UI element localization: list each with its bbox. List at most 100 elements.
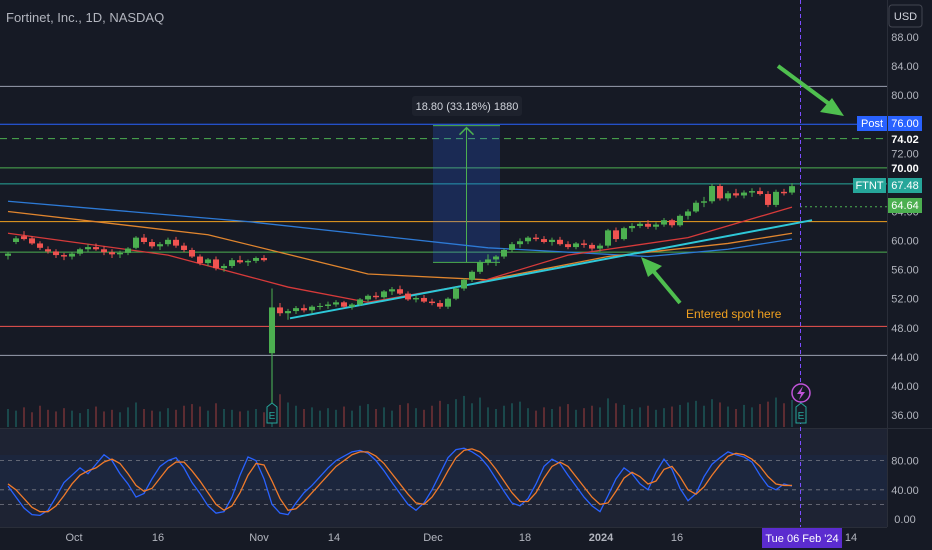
candle-body — [53, 251, 59, 256]
candle-body — [773, 191, 779, 205]
candles — [5, 183, 795, 419]
volume-bar — [535, 410, 537, 427]
price-tick-label: 36.00 — [891, 410, 919, 422]
measure-tool[interactable]: 18.80 (33.18%) 1880 — [412, 96, 522, 263]
candle-body — [413, 297, 419, 300]
volume-bar — [23, 407, 25, 427]
volume-bar — [335, 409, 337, 427]
volume-bar — [71, 410, 73, 427]
candle-body — [485, 259, 491, 263]
candle-body — [653, 224, 659, 227]
volume-bar — [295, 405, 297, 427]
volume-bar — [143, 409, 145, 427]
volume-bar — [727, 406, 729, 427]
volume-bar — [639, 407, 641, 427]
level-70-value: 70.00 — [891, 163, 919, 175]
volume-bar — [655, 409, 657, 427]
candle-body — [5, 253, 11, 256]
time-tick-label: 16 — [152, 532, 164, 544]
earnings-marker-nov[interactable]: E — [266, 402, 278, 424]
candle-body — [677, 215, 683, 226]
candle-body — [349, 304, 355, 307]
candle-body — [405, 293, 411, 300]
volume-bar — [607, 398, 609, 427]
volume-bar — [599, 407, 601, 427]
earnings-letter: E — [798, 411, 805, 422]
volume-bar — [719, 402, 721, 427]
volume-bar — [471, 403, 473, 427]
arrow-up-icon — [458, 126, 475, 136]
candle-body — [69, 253, 75, 257]
volume-bar — [615, 403, 617, 427]
candle-body — [637, 223, 643, 226]
volume-bar — [247, 410, 249, 427]
candle-body — [749, 191, 755, 193]
candle-body — [29, 238, 35, 244]
volume-bar — [759, 404, 761, 427]
oscillator-d-line — [7, 448, 792, 513]
candle-body — [141, 237, 147, 242]
oscillator-tick-label: 80.00 — [891, 456, 919, 468]
volume-bars — [7, 337, 793, 427]
volume-bar — [303, 409, 305, 427]
volume-bar — [663, 408, 665, 427]
candle-body — [117, 252, 123, 255]
symbol-title[interactable]: Fortinet, Inc., 1D, NASDAQ — [6, 10, 164, 25]
candle-body — [549, 239, 555, 242]
candle-body — [701, 201, 707, 203]
post-tag-label: Post — [861, 118, 883, 130]
post-price-value: 76.00 — [891, 118, 919, 130]
candle-body — [709, 186, 715, 202]
level-74-value: 74.02 — [891, 134, 919, 146]
candle-body — [789, 186, 795, 193]
oscillator-axis[interactable]: 80.00 40.00 0.00 — [891, 456, 919, 526]
volume-bar — [375, 409, 377, 427]
candle-body — [429, 301, 435, 304]
candle-body — [173, 239, 179, 246]
currency-button[interactable]: USD — [888, 4, 923, 28]
candle-body — [469, 271, 475, 280]
volume-bar — [287, 402, 289, 427]
volume-bar — [775, 397, 777, 427]
volume-bar — [55, 411, 57, 427]
volume-bar — [591, 405, 593, 427]
volume-bar — [239, 411, 241, 427]
candle-body — [693, 202, 699, 212]
volume-bar — [407, 403, 409, 427]
candle-body — [757, 191, 763, 195]
candle-body — [277, 307, 283, 314]
level-64-tag: 64.64 — [888, 198, 922, 213]
candle-body — [197, 256, 203, 264]
candle-body — [501, 249, 507, 257]
candle-body — [581, 243, 587, 245]
time-tick-label: 18 — [519, 532, 531, 544]
volume-bar — [263, 412, 265, 427]
earnings-marker-feb[interactable]: E — [795, 402, 807, 424]
trendline-line[interactable] — [289, 219, 813, 320]
candle-body — [261, 257, 267, 261]
candle-body — [541, 239, 547, 242]
candle-body — [157, 244, 163, 247]
price-tick-label: 48.00 — [891, 323, 919, 335]
arrow-icon — [641, 257, 682, 305]
lightning-icon[interactable] — [791, 383, 811, 403]
volume-bar — [439, 400, 441, 427]
candle-body — [477, 262, 483, 272]
time-axis[interactable]: Oct 16 Nov 14 Dec 18 2024 16 14 — [65, 532, 857, 544]
volume-bar — [503, 405, 505, 427]
candle-body — [365, 295, 371, 300]
candle-body — [309, 306, 315, 311]
trendline[interactable] — [289, 219, 813, 320]
candle-body — [77, 249, 83, 254]
candle-body — [125, 248, 131, 253]
time-tick-label: 2024 — [589, 532, 614, 544]
candle-body — [325, 304, 331, 306]
volume-bar — [95, 406, 97, 427]
candle-body — [317, 305, 323, 307]
candle-body — [437, 303, 443, 307]
volume-bar — [391, 410, 393, 427]
volume-bar — [367, 404, 369, 427]
candle-body — [597, 245, 603, 249]
candle-body — [253, 257, 259, 261]
